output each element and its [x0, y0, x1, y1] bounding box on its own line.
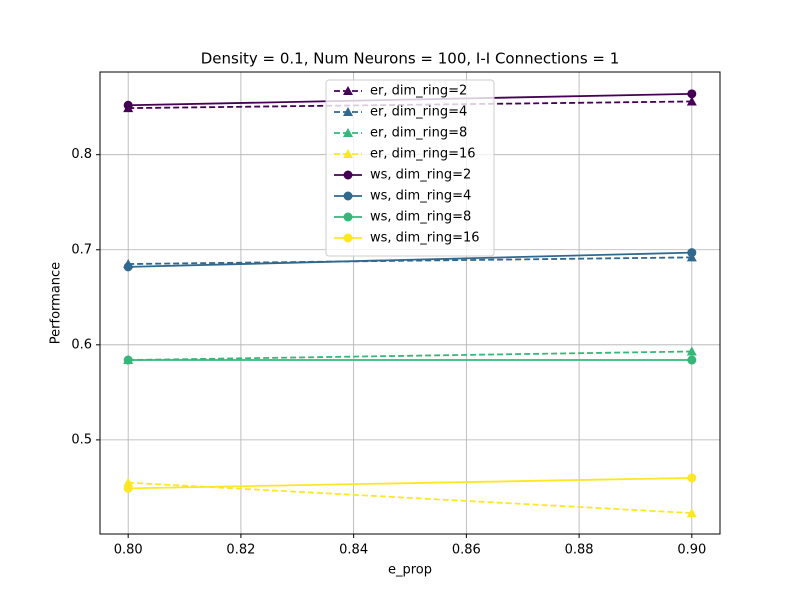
- line: [128, 477, 692, 490]
- series: [123, 248, 697, 272]
- legend-label: ws, dim_ring=4: [370, 189, 471, 204]
- line: [128, 350, 692, 361]
- line: [128, 251, 692, 268]
- x-tick-label: 0.90: [677, 543, 706, 558]
- marker: [686, 96, 697, 106]
- axes-frame: [99, 71, 721, 535]
- marker: [123, 100, 133, 110]
- legend: er, dim_ring=2 er, dim_ring=4 er, dim_ring…: [325, 79, 495, 257]
- x-tick-label: 0.80: [114, 543, 143, 558]
- legend-label: er, dim_ring=8: [370, 126, 467, 141]
- marker: [687, 89, 697, 99]
- y-axis-label: Performance: [49, 262, 64, 344]
- series: [123, 477, 697, 518]
- marker: [687, 473, 697, 483]
- legend-marker: [343, 128, 353, 137]
- legend-label: er, dim_ring=16: [370, 147, 476, 162]
- marker: [123, 477, 134, 487]
- legend-marker: [343, 149, 353, 158]
- x-tick-label: 0.86: [452, 543, 481, 558]
- marker: [123, 483, 133, 493]
- legend-marker: [343, 191, 353, 201]
- marker: [123, 262, 133, 272]
- x-axis-label: e_prop: [388, 563, 432, 578]
- legend-marker: [343, 107, 353, 116]
- y-tick-label: 0.8: [71, 147, 92, 162]
- x-tick-label: 0.82: [226, 543, 255, 558]
- y-tick-label: 0.7: [71, 242, 92, 257]
- series: [123, 473, 697, 493]
- marker: [687, 248, 697, 258]
- legend-label: er, dim_ring=4: [370, 105, 467, 120]
- marker: [687, 355, 697, 365]
- legend-label: er, dim_ring=2: [370, 84, 467, 99]
- line: [128, 256, 692, 265]
- series: [123, 355, 697, 365]
- legend-label: ws, dim_ring=16: [370, 231, 480, 246]
- marker: [123, 355, 133, 365]
- x-tick-label: 0.88: [565, 543, 594, 558]
- legend-marker: [343, 170, 353, 180]
- y-tick-label: 0.5: [71, 432, 92, 447]
- line: [128, 481, 692, 514]
- legend-marker: [343, 233, 353, 243]
- marker: [686, 508, 697, 518]
- legend-label: ws, dim_ring=2: [370, 168, 471, 183]
- legend-marker: [343, 86, 353, 95]
- legend-label: ws, dim_ring=8: [370, 210, 471, 225]
- legend-box: [325, 79, 495, 257]
- chart-title: Density = 0.1, Num Neurons = 100, I-I Co…: [201, 50, 620, 68]
- x-tick-label: 0.84: [339, 543, 368, 558]
- marker: [686, 346, 697, 356]
- legend-marker: [343, 212, 353, 222]
- y-tick-label: 0.6: [71, 337, 92, 352]
